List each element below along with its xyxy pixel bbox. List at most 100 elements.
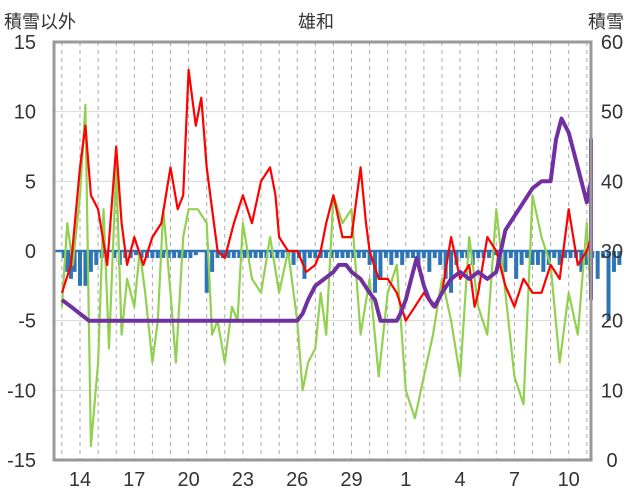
precip-bar (519, 251, 524, 265)
precip-bar (155, 251, 160, 258)
left-tick-label: 5 (25, 171, 36, 193)
series-lines (60, 68, 593, 448)
precip-bar (177, 251, 182, 258)
precip-bar (226, 251, 231, 258)
precip-bar (340, 251, 345, 258)
temp_min-line (60, 103, 593, 448)
precip-bar (253, 251, 258, 258)
precip-bar (161, 251, 166, 258)
precip-bar (248, 251, 253, 258)
precip-bar (313, 251, 318, 258)
precip-bar (541, 251, 546, 272)
precip-bar (275, 251, 280, 258)
plot-frame (52, 40, 593, 462)
precip-bar (318, 251, 323, 258)
precip-bar (383, 251, 388, 258)
precip-bar (231, 251, 236, 258)
precip-bar (83, 251, 88, 286)
precip-bar (356, 251, 361, 258)
x-tick-label: 4 (455, 469, 466, 491)
precip-bar (351, 251, 356, 258)
x-tick-label: 14 (69, 469, 91, 491)
precip-bar (487, 251, 492, 258)
precip-bar (508, 251, 513, 258)
precip-bar (557, 251, 562, 265)
precip-bar (335, 251, 340, 258)
precip-bar (427, 251, 432, 272)
x-tick-label: 1 (400, 469, 411, 491)
precip-bar (525, 251, 530, 258)
precip-bar (611, 251, 616, 272)
precip-bar (139, 251, 144, 258)
right-tick-label: 20 (601, 311, 623, 333)
precip-bar (220, 251, 225, 258)
x-tick-label: 20 (177, 469, 199, 491)
precip-bar (389, 251, 394, 265)
precip-bar (601, 251, 606, 258)
precip-bar (280, 251, 285, 258)
precip-bar (595, 251, 600, 279)
precip-bar (400, 251, 405, 265)
x-tick-label: 23 (232, 469, 254, 491)
precip-bar (88, 251, 93, 272)
left-axis-title: 積雪以外 (4, 12, 76, 32)
x-tick-label: 7 (509, 469, 520, 491)
precip-bar (367, 251, 372, 265)
right-tick-label: 60 (601, 32, 623, 54)
right-axis-title: 積雪 (588, 12, 624, 32)
x-tick-label: 17 (123, 469, 145, 491)
precip-bar (210, 251, 215, 272)
left-tick-label: -10 (7, 380, 36, 402)
precip-bar (134, 251, 139, 256)
precip-bar (459, 251, 464, 258)
precip-bar (204, 251, 209, 293)
left-tick-label: 10 (14, 102, 36, 124)
left-tick-label: 0 (25, 241, 36, 263)
precip-bar (362, 251, 367, 258)
precip-bar (172, 251, 177, 258)
precip-bar (617, 251, 622, 265)
precip-bar (373, 251, 378, 293)
precip-bar (411, 251, 416, 258)
precip-bar (492, 251, 497, 256)
precip-bar (579, 251, 584, 272)
precip-bar (188, 251, 193, 258)
precip-bar (324, 251, 329, 258)
right-tick-label: 50 (601, 102, 623, 124)
precip-bar (215, 251, 220, 258)
snow_depth-line (60, 116, 593, 323)
precip-bar (259, 251, 263, 258)
left-tick-label: -5 (18, 311, 36, 333)
x-tick-label: 29 (340, 469, 362, 491)
precip-bar (530, 251, 535, 265)
precip-bar (438, 251, 443, 265)
precip-bar (65, 251, 70, 272)
precip-bar (72, 251, 77, 272)
precip-bar (552, 251, 557, 258)
precip-bar (307, 251, 312, 258)
precip-bar (378, 251, 383, 279)
precip-bar (535, 251, 540, 265)
precip-bar (291, 251, 296, 265)
left-tick-label: 15 (14, 32, 36, 54)
chart-title: 雄和 (298, 12, 334, 32)
x-tick-label: 10 (558, 469, 580, 491)
precip-bar (606, 251, 611, 321)
left-tick-label: -15 (7, 450, 36, 472)
precip-bar (563, 251, 568, 258)
precip-bar (514, 251, 519, 279)
precip-bar (166, 251, 171, 258)
precip-bar (421, 251, 426, 258)
precip-bar (476, 251, 481, 258)
precip-bar (94, 251, 99, 265)
precip-bar (329, 251, 334, 258)
precip-bar (449, 251, 454, 293)
precip-bar (405, 251, 410, 258)
right-tick-label: 10 (601, 380, 623, 402)
precip-bar (237, 251, 242, 258)
precip-bar (432, 251, 437, 258)
precip-bar (61, 251, 66, 258)
right-tick-label: 40 (601, 171, 623, 193)
